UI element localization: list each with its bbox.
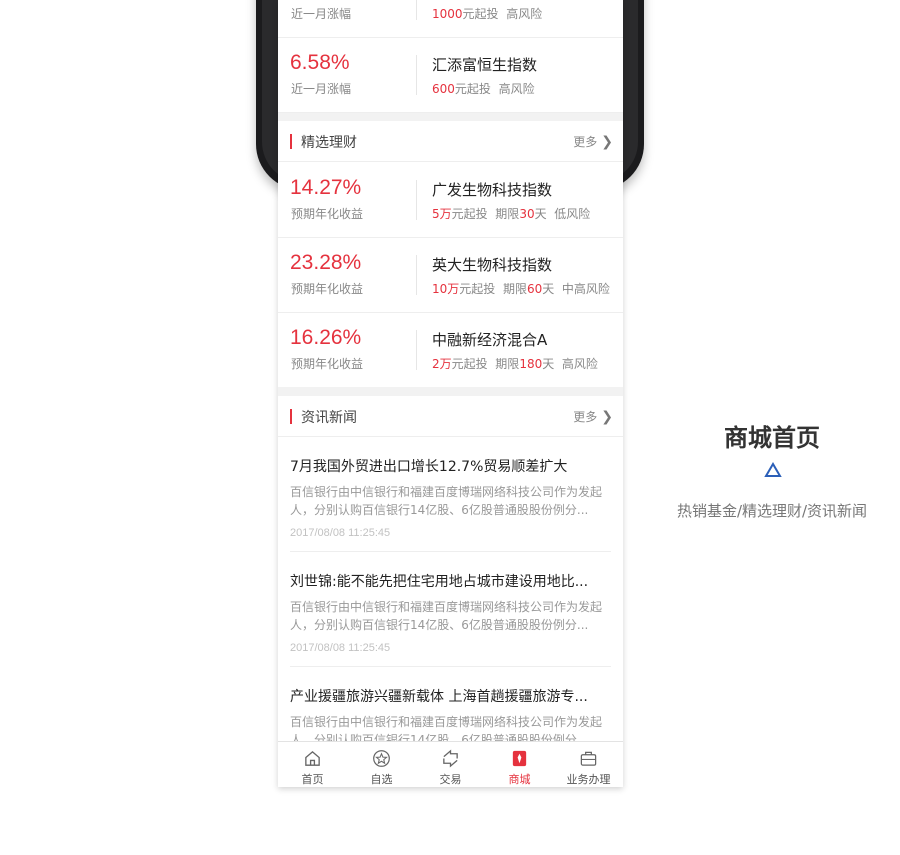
news-title: 7月我国外贸进出口增长12.7%贸易顺差扩大 <box>290 459 568 475</box>
mall-icon <box>512 750 527 767</box>
tab-mall[interactable]: 商城 <box>485 742 554 787</box>
divider <box>290 551 611 552</box>
product-row[interactable]: 14.27% 预期年化收益 广发生物科技指数 5万元起投 期限30天 低风险 <box>278 162 623 238</box>
hot-funds-section: 近一月涨幅 1000元起投 高风险 6.58% 近一月涨幅 汇添富恒生指数 60… <box>278 0 623 113</box>
section-marker <box>290 409 292 424</box>
rate-label: 近一月涨幅 <box>291 7 352 21</box>
news-item[interactable]: 刘世锦:能不能先把住宅用地占城市建设用地比... 百信银行由中信银行和福建百度博… <box>278 552 623 667</box>
fund-meta: 600元起投 高风险 <box>432 82 535 96</box>
exchange-icon <box>443 749 458 768</box>
news-summary: 百信银行由中信银行和福建百度博瑞网络科技公司作为发起人，分别认购百信银行14亿股… <box>290 485 603 517</box>
product-name: 中融新经济混合A <box>432 331 548 349</box>
product-meta: 5万元起投 期限30天 低风险 <box>432 207 591 221</box>
divider <box>416 255 417 295</box>
tab-label: 业务办理 <box>566 773 611 786</box>
chevron-right-icon: ❯ <box>601 409 613 425</box>
more-link[interactable]: 更多 ❯ <box>573 409 613 425</box>
featured-header: 精选理财 更多 ❯ <box>278 121 623 162</box>
tab-label: 交易 <box>439 773 462 786</box>
tab-label: 商城 <box>508 773 531 786</box>
news-item[interactable]: 7月我国外贸进出口增长12.7%贸易顺差扩大 百信银行由中信银行和福建百度博瑞网… <box>278 437 623 552</box>
rate-label: 近一月涨幅 <box>291 82 352 96</box>
section-title: 精选理财 <box>301 135 357 151</box>
triangle-icon <box>764 462 782 477</box>
fund-rate: 6.58% <box>290 51 350 74</box>
divider <box>290 666 611 667</box>
divider <box>416 0 417 20</box>
product-meta: 10万元起投 期限60天 中高风险 <box>432 282 610 296</box>
tab-trade[interactable]: 交易 <box>416 742 485 787</box>
product-rate: 23.28% <box>290 251 362 274</box>
bottom-tab-bar: 首页 自选 交易 商城 <box>278 741 623 787</box>
tab-home[interactable]: 首页 <box>278 742 347 787</box>
news-title: 刘世锦:能不能先把住宅用地占城市建设用地比... <box>290 574 589 590</box>
product-rate: 16.26% <box>290 326 362 349</box>
phone-screen: 近一月涨幅 1000元起投 高风险 6.58% 近一月涨幅 汇添富恒生指数 60… <box>278 0 623 787</box>
star-icon <box>373 750 390 767</box>
product-row[interactable]: 16.26% 预期年化收益 中融新经济混合A 2万元起投 期限180天 高风险 <box>278 312 623 387</box>
news-title: 产业援疆旅游兴疆新载体 上海首趟援疆旅游专... <box>290 689 588 705</box>
caption-subtitle: 热销基金/精选理财/资讯新闻 <box>676 502 868 520</box>
tab-label: 自选 <box>370 773 393 786</box>
tab-business[interactable]: 业务办理 <box>554 742 623 787</box>
news-time: 2017/08/08 11:25:45 <box>290 527 391 539</box>
fund-name: 汇添富恒生指数 <box>432 56 538 74</box>
rate-label: 预期年化收益 <box>291 282 364 296</box>
fund-row[interactable]: 近一月涨幅 1000元起投 高风险 <box>278 0 623 38</box>
divider <box>416 330 417 370</box>
news-time: 2017/08/08 11:25:45 <box>290 642 391 654</box>
product-name: 广发生物科技指数 <box>432 181 553 199</box>
section-marker <box>290 134 292 149</box>
fund-row[interactable]: 6.58% 近一月涨幅 汇添富恒生指数 600元起投 高风险 <box>278 37 623 113</box>
featured-list: 14.27% 预期年化收益 广发生物科技指数 5万元起投 期限30天 低风险 2… <box>278 162 623 387</box>
rate-label: 预期年化收益 <box>291 207 364 221</box>
product-row[interactable]: 23.28% 预期年化收益 英大生物科技指数 10万元起投 期限60天 中高风险 <box>278 237 623 313</box>
more-link[interactable]: 更多 ❯ <box>573 134 613 150</box>
tab-label: 首页 <box>301 773 324 786</box>
chevron-right-icon: ❯ <box>601 134 613 150</box>
briefcase-icon <box>580 751 597 766</box>
product-meta: 2万元起投 期限180天 高风险 <box>432 357 598 371</box>
tab-watchlist[interactable]: 自选 <box>347 742 416 787</box>
home-icon <box>305 750 320 766</box>
news-header: 资讯新闻 更多 ❯ <box>278 396 623 437</box>
divider <box>416 180 417 220</box>
product-name: 英大生物科技指数 <box>432 256 553 274</box>
product-rate: 14.27% <box>290 176 362 199</box>
caption-title: 商城首页 <box>724 424 820 452</box>
section-title: 资讯新闻 <box>301 410 357 426</box>
divider <box>416 55 417 95</box>
news-summary: 百信银行由中信银行和福建百度博瑞网络科技公司作为发起人，分别认购百信银行14亿股… <box>290 600 603 632</box>
rate-label: 预期年化收益 <box>291 357 364 371</box>
fund-meta: 1000元起投 高风险 <box>432 7 543 21</box>
